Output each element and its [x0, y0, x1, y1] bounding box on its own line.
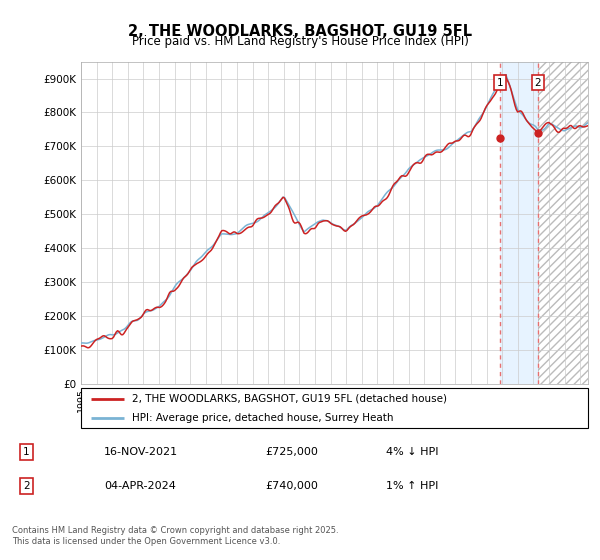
Text: 2, THE WOODLARKS, BAGSHOT, GU19 5FL: 2, THE WOODLARKS, BAGSHOT, GU19 5FL — [128, 24, 472, 39]
Text: HPI: Average price, detached house, Surrey Heath: HPI: Average price, detached house, Surr… — [132, 413, 393, 423]
FancyBboxPatch shape — [81, 388, 588, 428]
Text: 2, THE WOODLARKS, BAGSHOT, GU19 5FL (detached house): 2, THE WOODLARKS, BAGSHOT, GU19 5FL (det… — [132, 394, 446, 404]
Text: 04-APR-2024: 04-APR-2024 — [104, 482, 176, 491]
Text: 4% ↓ HPI: 4% ↓ HPI — [386, 447, 439, 456]
Text: Price paid vs. HM Land Registry's House Price Index (HPI): Price paid vs. HM Land Registry's House … — [131, 35, 469, 48]
Text: 1: 1 — [497, 77, 503, 87]
Text: 1% ↑ HPI: 1% ↑ HPI — [386, 482, 439, 491]
Text: Contains HM Land Registry data © Crown copyright and database right 2025.
This d: Contains HM Land Registry data © Crown c… — [12, 526, 338, 546]
Text: 1: 1 — [23, 447, 30, 456]
Text: £725,000: £725,000 — [265, 447, 319, 456]
Text: 2: 2 — [23, 482, 30, 491]
Text: 2: 2 — [534, 77, 541, 87]
Text: £740,000: £740,000 — [265, 482, 319, 491]
Bar — [500, 62, 538, 384]
Text: 16-NOV-2021: 16-NOV-2021 — [104, 447, 178, 456]
Bar — [538, 62, 588, 384]
